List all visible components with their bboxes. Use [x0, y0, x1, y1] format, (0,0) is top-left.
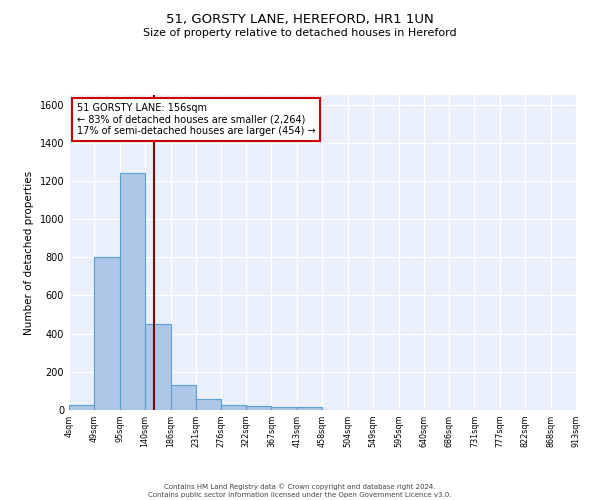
Bar — [271, 407, 297, 410]
Text: Size of property relative to detached houses in Hereford: Size of property relative to detached ho… — [143, 28, 457, 38]
Bar — [120, 174, 145, 410]
Bar — [145, 324, 170, 410]
Bar — [170, 385, 196, 410]
Bar — [221, 405, 247, 410]
Bar — [247, 406, 271, 410]
Text: 51 GORSTY LANE: 156sqm
← 83% of detached houses are smaller (2,264)
17% of semi-: 51 GORSTY LANE: 156sqm ← 83% of detached… — [77, 103, 315, 136]
Text: 51, GORSTY LANE, HEREFORD, HR1 1UN: 51, GORSTY LANE, HEREFORD, HR1 1UN — [166, 12, 434, 26]
Bar — [69, 405, 94, 410]
Text: Contains HM Land Registry data © Crown copyright and database right 2024.
Contai: Contains HM Land Registry data © Crown c… — [148, 484, 452, 498]
Y-axis label: Number of detached properties: Number of detached properties — [24, 170, 34, 334]
Bar — [196, 398, 221, 410]
Bar — [297, 407, 322, 410]
Bar — [94, 258, 120, 410]
